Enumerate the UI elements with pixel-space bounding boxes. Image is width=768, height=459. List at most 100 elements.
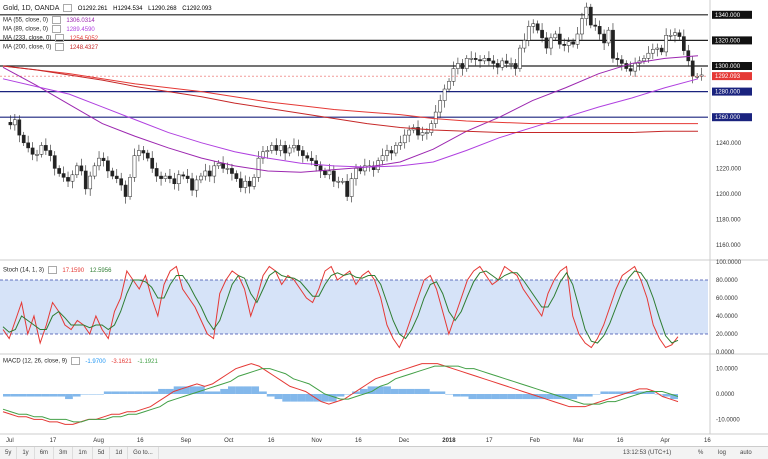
candle-body [128, 177, 132, 197]
macd-histogram-bar [150, 391, 159, 394]
macd-histogram-bar [26, 394, 35, 397]
log-toggle[interactable]: log [718, 450, 727, 456]
candle-body [243, 180, 248, 188]
candle-body [606, 29, 611, 44]
time-tick-label: 2018 [442, 438, 456, 444]
candle-body [380, 155, 385, 161]
indicator-visibility-icon[interactable] [51, 25, 61, 33]
candle-body [190, 178, 194, 191]
candle-body [425, 132, 429, 134]
candle-body [398, 142, 403, 146]
stoch-tick-label: 80.0000 [716, 278, 738, 284]
indicator-legend-0[interactable]: MA (55, close, 0) 1306.0314 [3, 16, 95, 26]
candle-body [668, 35, 673, 37]
time-tick-label: Nov [311, 438, 322, 444]
timeframe-1y[interactable]: 1y [17, 447, 35, 459]
indicator-name: MA (233, close, 0) [3, 35, 52, 42]
macd-histogram-bar [41, 394, 50, 397]
candle-body [194, 179, 199, 191]
macd-histogram-bar [274, 394, 283, 400]
price-tick-label: 1220.000 [716, 166, 742, 172]
timeframe-5d[interactable]: 5d [93, 447, 111, 459]
candle-body [389, 150, 394, 154]
indicator-visibility-icon[interactable] [55, 43, 65, 51]
price-level-label: 1320.000 [715, 38, 741, 44]
chart-svg[interactable]: 1160.000 1180.000 1200.000 1220.000 1240.000… [0, 0, 768, 446]
candle-body [225, 168, 230, 170]
macd-histogram-bar [608, 391, 616, 394]
macd-histogram-bar [600, 391, 609, 394]
candle-body [30, 147, 35, 155]
time-tick-label: Aug [93, 438, 104, 444]
price-level-label: 1300.000 [715, 64, 741, 70]
macd-histogram-bar [290, 394, 298, 402]
candle-body [442, 88, 447, 101]
macd-histogram-bar [134, 391, 143, 394]
candle-body [101, 157, 106, 161]
candle-body [13, 119, 17, 126]
indicator-legend-2[interactable]: MA (233, close, 0) 1254.5052 [3, 34, 98, 44]
price-level-label: 1260.000 [715, 115, 741, 121]
indicator-name: MA (55, close, 0) [3, 17, 49, 24]
timeframe-1m[interactable]: 1m [73, 447, 93, 459]
time-tick-label: Apr [660, 438, 669, 444]
macd-histogram-bar [445, 394, 453, 395]
ohlc-open: O1292.261 [77, 6, 108, 12]
candle-body [57, 168, 62, 174]
candle-body [500, 60, 505, 68]
timeframe-5y[interactable]: 5y [0, 447, 18, 459]
candle-body [456, 63, 460, 69]
candle-body [433, 111, 438, 124]
candle-body [300, 150, 305, 156]
candle-body [553, 33, 558, 39]
stoch-tick-label: 0.0000 [716, 350, 735, 356]
ma-line-1 [2, 78, 699, 168]
macd-histogram-bar [127, 391, 135, 394]
stoch-k-value: 17.1590 [62, 267, 85, 274]
indicator-legend-1[interactable]: MA (89, close, 0) 1289.4590 [3, 25, 95, 35]
candle-body [75, 165, 79, 176]
macd-histogram-bar [577, 394, 585, 397]
ma-line-0 [2, 55, 699, 173]
candle-body [292, 145, 296, 149]
macd-histogram-bar [406, 388, 415, 394]
macd-histogram-bar [383, 386, 391, 394]
candle-body [199, 175, 203, 181]
indicator-visibility-icon[interactable] [51, 16, 61, 24]
macd-histogram-bar [476, 394, 485, 400]
macd-settings-icon[interactable] [70, 357, 80, 365]
indicator-legend-3[interactable]: MA (200, close, 0) 1248.4327 [3, 43, 98, 53]
timeframe-6m[interactable]: 6m [35, 447, 55, 459]
symbol-settings-icon[interactable] [63, 4, 73, 13]
percent-toggle[interactable]: % [698, 450, 704, 456]
candle-body [526, 26, 531, 41]
candle-body [690, 60, 695, 77]
indicator-value: 1289.4590 [66, 26, 95, 33]
candle-body [114, 175, 119, 179]
candle-body [615, 58, 620, 60]
time-tick-label: 16 [355, 438, 362, 444]
stoch-legend[interactable]: Stoch (14, 1, 3) 17.1590 12.5956 [3, 266, 111, 276]
macd-histogram-bar [158, 388, 166, 394]
candle-body [659, 47, 664, 53]
candle-body [677, 32, 682, 37]
time-tick-label: 17 [486, 438, 493, 444]
candle-body [39, 145, 44, 155]
timeframe-3m[interactable]: 3m [54, 447, 74, 459]
candle-body [531, 23, 536, 27]
symbol-title: Gold, 1D, OANDA [3, 5, 60, 12]
auto-toggle[interactable]: auto [740, 450, 752, 456]
macd-legend[interactable]: MACD (12, 26, close, 9) -1.9700 -3.1621 … [3, 357, 158, 367]
price-level-label-box [712, 62, 752, 70]
candle-body [278, 145, 283, 151]
indicator-visibility-icon[interactable] [55, 34, 65, 42]
time-tick-label: Dec [399, 438, 410, 444]
macd-histogram-bar [57, 394, 66, 397]
stoch-settings-icon[interactable] [47, 266, 57, 274]
price-tick-label: 1180.000 [716, 218, 741, 224]
candle-body [79, 165, 84, 172]
timeframe-1d[interactable]: 1d [110, 447, 129, 459]
goto-button[interactable]: Go to... [128, 447, 159, 459]
macd-line-value: -3.1621 [111, 358, 132, 365]
